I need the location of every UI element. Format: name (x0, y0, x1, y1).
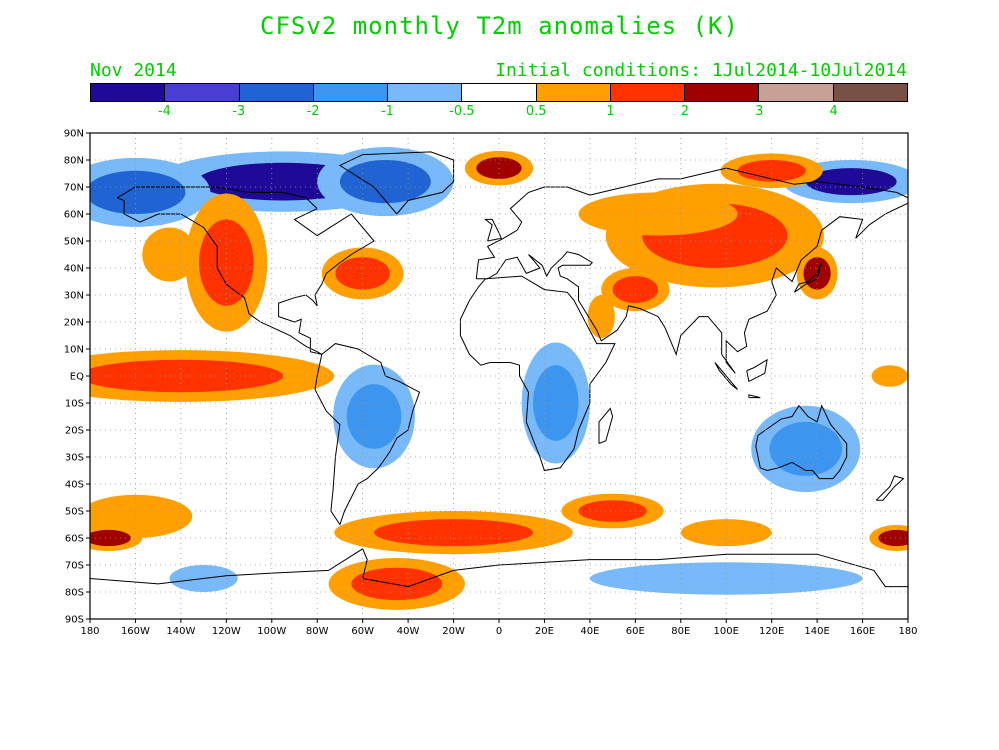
coastline (598, 407, 614, 444)
lon-tick-label: 120E (759, 626, 784, 637)
greenland-cold (339, 160, 431, 204)
coastline (714, 362, 738, 390)
lat-tick-label: 60S (65, 534, 84, 545)
ne-pacific-warm (142, 227, 197, 282)
colorbar-tick-label: 0.5 (525, 104, 547, 119)
initial-conditions: Initial conditions: 1Jul2014-10Jul2014 (495, 60, 907, 81)
dateline-south-warm (90, 529, 131, 547)
south-indian-east-warm (680, 519, 772, 547)
grid-lines (90, 133, 908, 619)
colorbar (90, 83, 908, 102)
colorbar-segment (610, 84, 686, 101)
colorbar-tick-label: -2 (306, 104, 320, 119)
lat-tick-label: 70N (64, 183, 84, 194)
coastline (746, 358, 768, 383)
kara-warm (737, 160, 806, 182)
lon-tick-label: 60E (626, 626, 645, 637)
west-pacific-eq-warm (871, 365, 908, 387)
colorbar-segment (91, 84, 166, 101)
lon-tick-label: 0 (496, 626, 502, 637)
lat-tick-label: 10S (65, 399, 84, 410)
colorbar-segment (759, 84, 834, 101)
weddell-warm (351, 567, 443, 601)
lat-tick-label: 80N (64, 156, 84, 167)
lon-tick-label: 140E (804, 626, 829, 637)
colorbar-segment (462, 84, 537, 101)
lon-tick-label: 160W (121, 626, 150, 637)
lat-tick-label: 80S (65, 588, 84, 599)
lon-tick-label: 180 (80, 626, 99, 637)
north-asia-warm (578, 192, 738, 236)
lat-tick-label: 50S (65, 507, 84, 518)
coastline (748, 394, 761, 399)
lat-tick-label: 20S (65, 426, 84, 437)
chart-title: CFSv2 monthly T2m anomalies (K) (260, 12, 739, 40)
colorbar-labels: -4 -3 -2 -1 -0.5 0.5 1 2 3 4 (90, 104, 908, 120)
colorbar-tick-label: -0.5 (449, 104, 475, 119)
lat-tick-label: 90S (65, 615, 84, 626)
lat-tick-label: 40S (65, 480, 84, 491)
colorbar-tick-label: 3 (755, 104, 764, 119)
lat-tick-label: 90N (64, 129, 84, 140)
lat-tick-label: 20N (64, 318, 84, 329)
coastlines (90, 151, 908, 588)
coastline (755, 404, 848, 480)
lon-tick-label: 160E (850, 626, 875, 637)
lat-tick-label: 30N (64, 291, 84, 302)
colorbar-tick-label: 2 (680, 104, 690, 119)
colorbar-tick-label: -4 (157, 104, 171, 119)
australia-cold (769, 421, 843, 476)
colorbar-tick-label: 1 (606, 104, 615, 119)
colorbar-segment (833, 84, 907, 101)
lon-tick-label: 100W (257, 626, 286, 637)
lon-tick-label: 40E (580, 626, 599, 637)
lat-tick-label: 70S (65, 561, 84, 572)
east-pacific-eq-warm (90, 359, 284, 393)
forecast-month: Nov 2014 (90, 60, 177, 81)
lon-tick-label: 80E (671, 626, 690, 637)
south-indian-warm (578, 500, 647, 522)
lon-tick-label: 80W (306, 626, 329, 637)
lat-tick-label: 30S (65, 453, 84, 464)
colorbar-tick-label: 4 (829, 104, 838, 119)
lon-tick-label: 20W (442, 626, 465, 637)
coastline (338, 151, 455, 215)
lon-tick-label: 140W (166, 626, 195, 637)
coastline (90, 548, 908, 588)
south-america-cold (346, 384, 402, 449)
colorbar-tick-label: -1 (380, 104, 394, 119)
arabia-warm (587, 295, 615, 339)
colorbar-segment (165, 84, 240, 101)
lat-tick-label: 10N (64, 345, 84, 356)
iran-warm (612, 276, 659, 304)
lon-tick-label: 100E (714, 626, 739, 637)
lon-tick-label: 60W (351, 626, 374, 637)
colorbar-tick-label: -3 (232, 104, 246, 119)
colorbar-segment (536, 84, 611, 101)
lon-tick-label: 180 (898, 626, 917, 637)
colorbar-segment (313, 84, 389, 101)
ross-warm (878, 529, 908, 547)
colorbar-segment (239, 84, 314, 101)
lat-tick-label: EQ (70, 372, 84, 383)
anomaly-layer (90, 147, 908, 610)
lon-tick-label: 20E (535, 626, 554, 637)
coastline (483, 218, 503, 242)
coastline (475, 167, 908, 374)
coastline (875, 475, 905, 501)
south-atlantic-warm (374, 519, 534, 547)
lat-tick-label: 40N (64, 264, 84, 275)
coastline (793, 262, 823, 293)
lat-tick-label: 50N (64, 237, 84, 248)
lat-tick-label: 60N (64, 210, 84, 221)
colorbar-segment (388, 84, 463, 101)
lon-tick-label: 40W (397, 626, 420, 637)
coastline (117, 186, 375, 355)
colorbar-segment (685, 84, 760, 101)
alaska-cold (90, 170, 186, 214)
lon-tick-label: 120W (212, 626, 241, 637)
